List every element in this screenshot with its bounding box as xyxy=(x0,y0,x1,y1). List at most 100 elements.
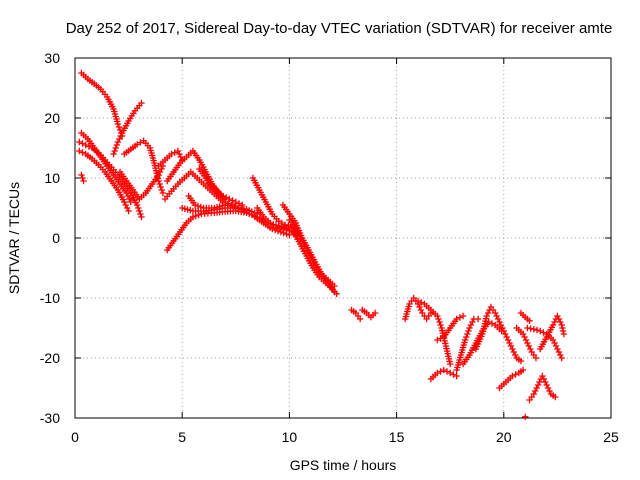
data-point xyxy=(114,138,122,146)
data-point xyxy=(465,327,472,335)
data-point xyxy=(237,206,245,213)
data-point xyxy=(540,329,547,336)
data-point xyxy=(225,200,232,207)
series-arc-38 xyxy=(517,309,533,324)
data-point xyxy=(283,230,290,238)
data-point xyxy=(462,336,469,344)
data-point xyxy=(437,368,444,375)
data-point xyxy=(559,327,567,335)
data-point xyxy=(275,218,282,225)
series-arc-2 xyxy=(110,99,145,158)
data-point xyxy=(536,378,543,386)
data-point xyxy=(522,336,530,344)
data-point xyxy=(436,318,443,326)
y-axis-label: SDTVAR / TECUs xyxy=(6,182,22,294)
series-arc-35 xyxy=(522,413,529,420)
data-point xyxy=(123,189,130,197)
data-point xyxy=(76,147,83,155)
data-point xyxy=(532,387,539,395)
data-point xyxy=(558,321,565,329)
data-point xyxy=(270,221,277,229)
data-point xyxy=(79,149,86,156)
series-arc-19 xyxy=(251,213,293,239)
data-point xyxy=(126,195,133,203)
series-arc-23 xyxy=(348,306,364,323)
data-point xyxy=(555,315,563,323)
data-point xyxy=(226,195,233,203)
data-point xyxy=(281,221,289,228)
data-point xyxy=(440,366,447,374)
data-point xyxy=(121,198,128,206)
data-point xyxy=(551,339,558,347)
data-point xyxy=(552,393,559,401)
data-point xyxy=(79,140,86,147)
data-point xyxy=(509,345,516,353)
series-arc-28 xyxy=(434,312,467,344)
data-point xyxy=(443,368,451,375)
data-point xyxy=(450,371,457,378)
data-point xyxy=(500,327,507,335)
data-point xyxy=(158,186,166,194)
data-point xyxy=(137,139,144,146)
data-point xyxy=(506,339,513,347)
data-point xyxy=(437,335,444,342)
data-point xyxy=(82,141,89,149)
data-point xyxy=(494,315,502,323)
data-point xyxy=(414,297,422,305)
data-point xyxy=(554,345,561,353)
data-point xyxy=(546,387,553,395)
series-arc-36 xyxy=(526,372,559,404)
data-point xyxy=(241,207,248,215)
data-point xyxy=(552,342,560,350)
data-point xyxy=(560,330,568,338)
data-point xyxy=(79,174,86,182)
data-point xyxy=(437,321,444,329)
data-point xyxy=(271,226,279,234)
data-point xyxy=(527,345,534,353)
data-point xyxy=(434,312,441,320)
data-point xyxy=(158,165,165,173)
data-point xyxy=(111,147,118,155)
series-arc-22 xyxy=(290,228,340,297)
data-point xyxy=(125,207,132,215)
data-point xyxy=(466,324,473,332)
data-point xyxy=(219,192,227,200)
series-arc-1 xyxy=(78,69,126,140)
data-point xyxy=(519,330,527,338)
data-point xyxy=(551,318,558,326)
series-arc-17 xyxy=(249,174,302,236)
data-point xyxy=(285,222,292,230)
data-point xyxy=(532,354,540,362)
data-point xyxy=(525,342,533,350)
data-point xyxy=(239,201,246,209)
data-point xyxy=(157,183,164,191)
y-tick-label: -20 xyxy=(40,350,60,366)
data-point xyxy=(418,299,425,306)
data-point xyxy=(117,132,124,140)
data-point xyxy=(286,231,293,239)
x-tick-label: 20 xyxy=(496,429,512,445)
data-point xyxy=(499,324,506,332)
data-point xyxy=(156,180,163,188)
data-point xyxy=(124,192,132,200)
series-arc-29 xyxy=(453,315,482,374)
data-point xyxy=(113,141,121,149)
data-point xyxy=(371,309,379,317)
data-point xyxy=(114,120,122,128)
series-arc-32 xyxy=(496,366,527,392)
data-point xyxy=(138,213,145,221)
data-point xyxy=(447,369,454,377)
data-point xyxy=(127,198,134,206)
data-point xyxy=(517,357,525,365)
data-point xyxy=(504,336,512,344)
series-arc-25 xyxy=(401,294,435,323)
data-point xyxy=(557,318,564,326)
data-point xyxy=(76,138,83,146)
axis-ticks xyxy=(74,57,612,419)
x-tick-label: 10 xyxy=(282,429,298,445)
data-point xyxy=(503,333,510,341)
data-point xyxy=(112,144,119,152)
data-point xyxy=(502,330,509,338)
data-point xyxy=(519,366,527,374)
grid xyxy=(75,58,611,418)
